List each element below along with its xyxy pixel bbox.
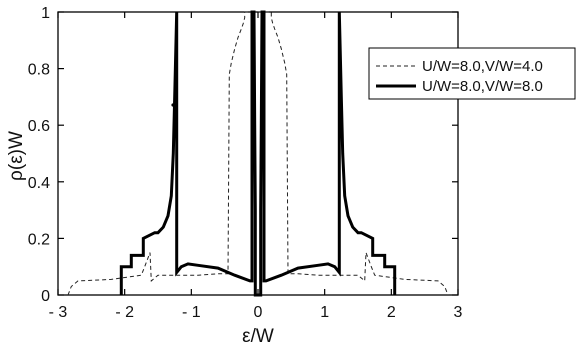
y-axis-title: ρ(ε)W bbox=[6, 131, 27, 181]
x-tick-label: - 2 bbox=[115, 304, 134, 321]
legend-label-v8: U/W=8.0,V/W=8.0 bbox=[422, 78, 543, 95]
y-tick-label: 0.8 bbox=[28, 62, 50, 79]
y-tick-label: 0 bbox=[41, 288, 50, 305]
tick-label-layer: - 3 - 2 - 1 0 1 2 3 0 0.2 0.4 0.6 0.8 1 bbox=[28, 5, 463, 321]
y-tick-label: 0.2 bbox=[28, 231, 50, 248]
series-line-1 bbox=[119, 10, 397, 297]
legend-box bbox=[368, 47, 576, 100]
legend-label-v4: U/W=8.0,V/W=4.0 bbox=[422, 58, 543, 75]
ticks-layer bbox=[57, 11, 459, 296]
x-tick-label: 3 bbox=[454, 304, 463, 321]
y-tick-label: 1 bbox=[41, 5, 50, 22]
legend: U/W=8.0,V/W=4.0 U/W=8.0,V/W=8.0 bbox=[368, 47, 576, 100]
speck-mark bbox=[171, 103, 175, 107]
x-tick-label: - 1 bbox=[182, 304, 201, 321]
x-tick-label: 0 bbox=[254, 304, 263, 321]
y-tick-label: 0.6 bbox=[28, 118, 50, 135]
x-tick-label: - 3 bbox=[49, 304, 68, 321]
x-axis-title: ε/W bbox=[242, 326, 274, 347]
y-tick-label: 0.4 bbox=[28, 175, 50, 192]
x-tick-label: 2 bbox=[387, 304, 396, 321]
x-tick-label: 1 bbox=[320, 304, 329, 321]
